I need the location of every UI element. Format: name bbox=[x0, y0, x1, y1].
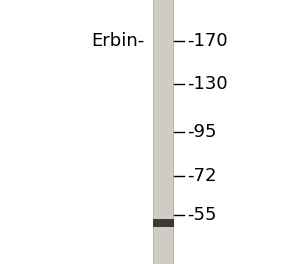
Bar bbox=[153, 0, 154, 264]
Bar bbox=[173, 0, 174, 264]
Text: -95: -95 bbox=[187, 123, 216, 141]
Text: -130: -130 bbox=[187, 76, 228, 93]
Text: Erbin-: Erbin- bbox=[91, 32, 144, 50]
Text: -72: -72 bbox=[187, 167, 216, 185]
Text: -170: -170 bbox=[187, 32, 228, 50]
Bar bbox=[153, 0, 174, 264]
Bar bbox=[153, 219, 174, 227]
Text: -55: -55 bbox=[187, 206, 216, 224]
